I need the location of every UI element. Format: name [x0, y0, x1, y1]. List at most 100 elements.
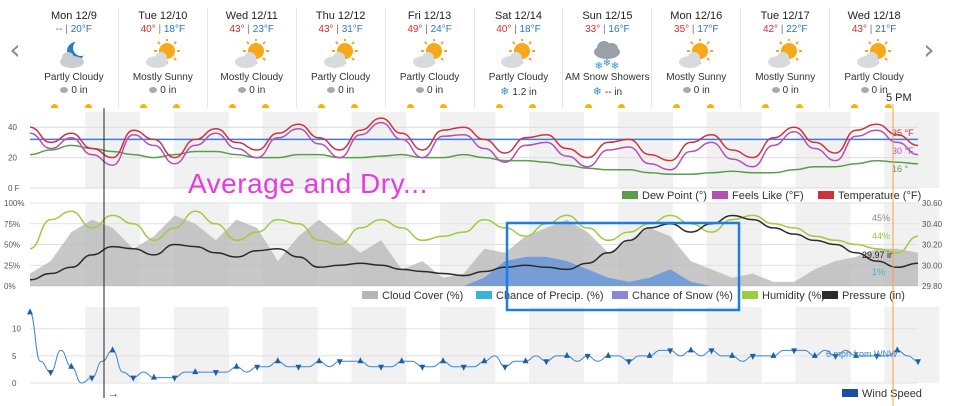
cloud-humidity-pressure-panel: 100% 75% 50% 25% 0% 30.60 30.40 30.20 30.00 29.80…: [4, 199, 943, 291]
sunset-icon: [173, 104, 181, 108]
night-band: [85, 112, 141, 188]
day-condition: AM Snow Showers: [565, 72, 650, 83]
sun-cloud-icon: [119, 38, 207, 72]
low-temp: 22°F: [786, 24, 808, 35]
legend-pressure-swatch: [822, 291, 838, 299]
raindrop-icon: [682, 87, 691, 94]
precip-amount: 0 in: [71, 85, 88, 96]
wind-direction-marker: [274, 357, 281, 364]
forecast-day[interactable]: Thu 12/12 43° | 31°F Partly Cloudy 0 in: [295, 8, 385, 108]
temp-separator: |: [778, 24, 787, 35]
wind-direction-marker: [605, 351, 612, 358]
legend-precip-chance-label: Chance of Precip. (%): [496, 290, 604, 302]
day-condition: Partly Cloudy: [488, 72, 549, 83]
wind-direction-marker: [27, 308, 33, 315]
day-date: Wed 12/18: [847, 10, 901, 22]
wind-direction-marker: [646, 351, 653, 358]
percent-tick-label: 100%: [4, 199, 24, 208]
pressure-tick-label: 30.60: [922, 199, 943, 208]
cloud-end-label: 44%: [872, 231, 890, 241]
wind-direction-marker: [68, 362, 75, 369]
forecast-day[interactable]: Tue 12/10 40° | 18°F Mostly Sunny 0 in: [117, 8, 207, 108]
precip-amount: 0 in: [338, 85, 355, 96]
temp-separator: |: [155, 24, 164, 35]
low-temp: 20°F: [70, 24, 92, 35]
raindrop-icon: [149, 87, 158, 94]
sun-cloud-icon: [297, 38, 385, 72]
day-date: Sun 12/15: [582, 10, 633, 22]
percent-tick-label: 0%: [4, 282, 16, 291]
day-date: Wed 12/11: [225, 10, 278, 22]
previous-days-button[interactable]: ‹: [9, 33, 21, 66]
low-temp: 17°F: [697, 24, 719, 35]
forecast-day[interactable]: Fri 12/13 49° | 24°F Partly Cloudy 0 in: [384, 8, 474, 108]
pressure-tick-label: 30.20: [922, 241, 943, 250]
cloud-end-label: 45%: [872, 213, 890, 223]
wind-direction-marker: [832, 353, 839, 360]
high-temp: 43°: [229, 24, 245, 35]
wind-direction-marker: [853, 351, 860, 358]
wind-direction-marker: [873, 353, 880, 360]
wind-annotation-label: 6 mph from WNW: [826, 349, 898, 359]
day-precip: 0 in: [119, 85, 207, 97]
legend-feels-like-label: Feels Like (°F): [732, 190, 804, 202]
low-temp: 24°F: [430, 24, 452, 35]
sunrise-sunset-markers: [386, 102, 474, 108]
legend-precip-chance-swatch: [476, 291, 492, 299]
temperature-line: [29, 117, 919, 162]
forecast-day[interactable]: Sat 12/14 40° | 18°F Partly Cloudy ❄ 1.2 in: [473, 8, 563, 108]
sunrise-icon: [584, 104, 592, 108]
pressure-tick-label: 29.80: [922, 282, 943, 291]
low-temp: 31°F: [341, 24, 363, 35]
night-band: [617, 307, 673, 383]
forecast-day[interactable]: Tue 12/17 42° | 22°F Mostly Sunny 0 in: [740, 8, 829, 108]
svg-text:❄: ❄: [611, 61, 619, 71]
wind-direction-marker: [915, 359, 921, 366]
wind-direction-marker: [212, 370, 219, 377]
wind-direction-marker: [336, 359, 343, 366]
forecast-day[interactable]: Sun 12/15 33° | 16°F ❄ ❄ ❄ AM Snow Showers ❄ --…: [562, 8, 651, 108]
day-precip: 0 in: [297, 85, 385, 97]
sunrise-icon: [140, 104, 147, 108]
forecast-day[interactable]: Wed 12/18 43° | 21°F Partly Cloudy 0 in: [829, 8, 918, 108]
percent-tick-label: 50%: [4, 241, 20, 250]
forecast-day[interactable]: Mon 12/9 -- | 20°F Partly Cloudy 0 in: [30, 8, 118, 108]
precip-amount: 0 in: [693, 85, 710, 96]
chart-overlays: [103, 104, 894, 406]
current-time-label: 5 PM: [886, 92, 912, 104]
temp-separator: |: [600, 24, 609, 35]
low-temp: 23°F: [252, 24, 275, 35]
sun-cloud-icon: [208, 38, 296, 72]
day-date: Thu 12/12: [315, 10, 366, 22]
chart-legends: Dew Point (°) Feels Like (°F) Temperature …: [362, 190, 922, 400]
day-temps: 49° | 24°F: [386, 24, 474, 38]
day-precip: 0 in: [652, 85, 740, 97]
legend-cloud-cover-label: Cloud Cover (%): [382, 290, 463, 302]
day-date: Tue 12/17: [760, 10, 810, 22]
night-band: [795, 307, 851, 383]
cloud-end-label: 29.97 in: [862, 250, 894, 260]
sunset-icon: [706, 104, 714, 108]
wind-tick-label: 5: [12, 352, 17, 361]
high-temp: 43°: [318, 24, 334, 35]
cloud-end-label: 1%: [872, 267, 885, 277]
high-temp: 49°: [407, 24, 423, 35]
next-days-button[interactable]: ›: [923, 33, 935, 66]
sunrise-icon: [762, 104, 770, 108]
forecast-day[interactable]: Wed 12/11 43° | 23°F Mostly Cloudy 0 in: [206, 8, 296, 108]
day-temps: 40° | 18°F: [475, 24, 563, 38]
forecast-day[interactable]: Mon 12/16 35° | 17°F Mostly Sunny 0 in: [651, 8, 740, 108]
wind-direction-marker: [233, 362, 240, 369]
legend-pressure-label: Pressure (in): [842, 290, 905, 302]
night-band: [795, 112, 851, 188]
day-condition: Partly Cloudy: [844, 72, 904, 83]
raindrop-icon: [771, 87, 780, 94]
sunrise-sunset-markers: [119, 102, 207, 108]
sunrise-sunset-markers: [208, 102, 296, 108]
wind-direction-marker: [316, 357, 323, 364]
day-condition: Mostly Sunny: [666, 72, 727, 83]
night-band: [351, 307, 407, 383]
wind-direction-marker: [440, 357, 447, 364]
precip-amount: 0 in: [427, 85, 444, 96]
wind-tick-label: 0: [12, 379, 17, 388]
